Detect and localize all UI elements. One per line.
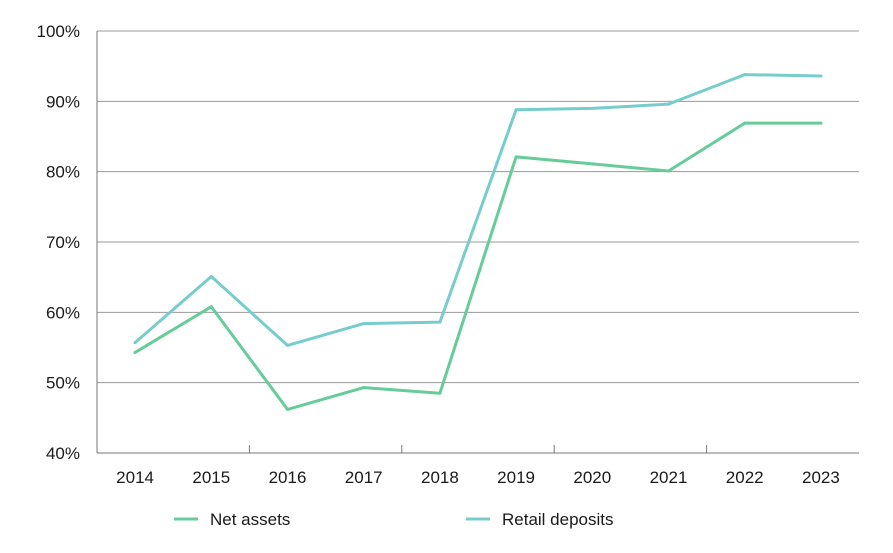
legend-item-retail-deposits: Retail deposits	[466, 510, 614, 529]
data-point-net-assets	[819, 121, 823, 125]
data-point-net-assets	[286, 407, 289, 411]
data-point-retail-deposits	[438, 320, 442, 324]
x-tick-label: 2017	[345, 468, 383, 487]
series-line-retail-deposits	[133, 73, 823, 347]
y-tick-label: 90%	[46, 92, 80, 111]
x-tick-label: 2023	[802, 468, 840, 487]
x-tick-label: 2016	[269, 468, 307, 487]
data-point-retail-deposits	[667, 102, 670, 106]
y-tick-label: 40%	[46, 444, 80, 463]
data-point-retail-deposits	[133, 341, 137, 345]
data-point-net-assets	[743, 121, 747, 125]
x-tick-label: 2021	[650, 468, 688, 487]
legend-label: Retail deposits	[502, 510, 614, 529]
data-point-net-assets	[362, 386, 366, 390]
x-tick-label: 2022	[726, 468, 764, 487]
axes	[96, 31, 859, 454]
data-point-retail-deposits	[362, 322, 366, 326]
legend: Net assets Retail deposits	[174, 510, 614, 529]
series-lines	[133, 73, 823, 411]
gridlines	[97, 30, 859, 384]
y-tick-label: 80%	[46, 163, 80, 182]
y-tick-label: 60%	[46, 303, 80, 322]
data-point-retail-deposits	[819, 74, 823, 78]
x-tick-label: 2018	[421, 468, 459, 487]
data-point-retail-deposits	[209, 274, 213, 278]
y-tick-label: 50%	[46, 374, 80, 393]
data-point-net-assets	[133, 350, 137, 354]
y-tick-label: 70%	[46, 233, 80, 252]
data-point-net-assets	[590, 162, 594, 166]
x-tick-labels: 2014 2015 2016 2017 2018 2019 2020 2021 2022 2023	[116, 468, 840, 487]
y-tick-labels: 40% 50% 60% 70% 80% 90% 100%	[37, 22, 80, 463]
data-point-retail-deposits	[286, 343, 289, 347]
data-point-net-assets	[209, 305, 213, 309]
x-tick-label: 2019	[497, 468, 535, 487]
legend-label: Net assets	[210, 510, 290, 529]
data-point-net-assets	[438, 391, 442, 395]
y-tick-label: 100%	[37, 22, 80, 41]
legend-item-net-assets: Net assets	[174, 510, 290, 529]
data-point-net-assets	[667, 169, 670, 173]
series-line-net-assets	[133, 121, 823, 411]
x-tick-label: 2015	[192, 468, 230, 487]
data-point-retail-deposits	[590, 106, 594, 110]
data-point-retail-deposits	[514, 108, 518, 112]
data-point-retail-deposits	[743, 73, 747, 77]
x-tick-label: 2020	[573, 468, 611, 487]
data-point-net-assets	[514, 155, 518, 159]
x-tick-label: 2014	[116, 468, 154, 487]
